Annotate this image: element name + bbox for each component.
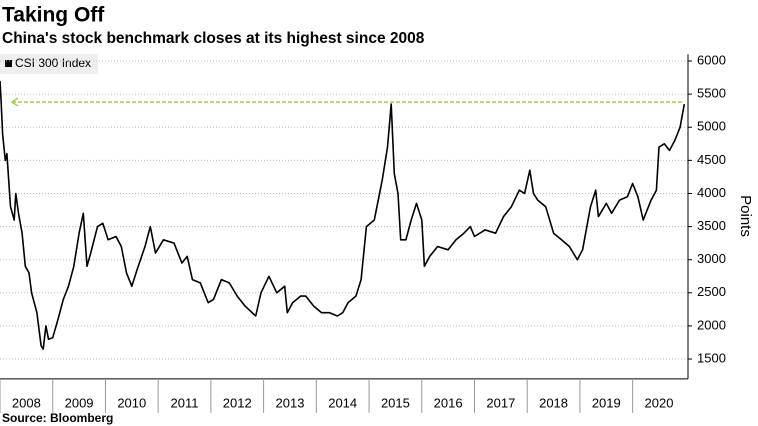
- x-tick-label: 2009: [65, 395, 94, 410]
- x-tick-label: 2018: [539, 395, 568, 410]
- chart-title: Taking Off: [2, 4, 105, 27]
- y-tick-label: 1500: [697, 350, 726, 365]
- y-tick-label: 5500: [697, 86, 726, 101]
- y-tick-label: 2500: [697, 284, 726, 299]
- x-tick-label: 2011: [171, 395, 199, 410]
- x-tick-label: 2020: [645, 395, 674, 410]
- y-tick-label: 5000: [697, 119, 726, 134]
- x-tick-label: 2012: [223, 395, 252, 410]
- y-tick-label: 6000: [697, 52, 726, 67]
- source: Source: Bloomberg: [2, 411, 113, 425]
- y-tick-label: 2000: [697, 317, 726, 332]
- chart-subtitle: China's stock benchmark closes at its hi…: [2, 30, 425, 47]
- x-tick-label: 2013: [276, 395, 305, 410]
- reference-arrow: [10, 97, 19, 107]
- y-tick-label: 3500: [697, 218, 726, 233]
- y-axis-label: Points: [737, 195, 754, 237]
- y-tick-label: 4000: [697, 185, 726, 200]
- line-series: [0, 80, 686, 350]
- x-tick-label: 2008: [12, 395, 41, 410]
- legend-label: CSI 300 Index: [15, 56, 91, 70]
- x-tick-label: 2014: [328, 395, 357, 410]
- x-tick-label: 2016: [434, 395, 463, 410]
- x-tick-label: 2010: [117, 395, 146, 410]
- legend-swatch: [5, 60, 12, 67]
- x-tick-label: 2019: [592, 395, 621, 410]
- x-tick-label: 2017: [486, 395, 515, 410]
- y-tick-label: 3000: [697, 251, 726, 266]
- y-tick-label: 4500: [697, 152, 726, 167]
- x-tick-label: 2015: [381, 395, 410, 410]
- legend-box: [0, 54, 98, 74]
